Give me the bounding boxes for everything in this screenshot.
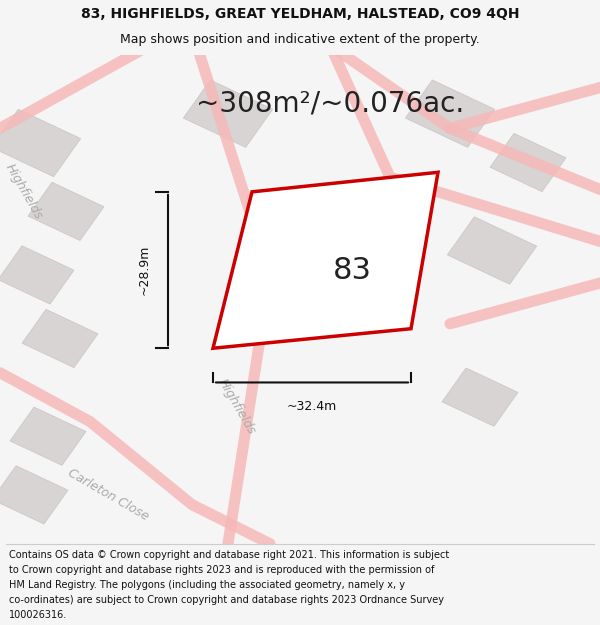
Text: co-ordinates) are subject to Crown copyright and database rights 2023 Ordnance S: co-ordinates) are subject to Crown copyr… [9, 596, 444, 606]
Polygon shape [22, 309, 98, 368]
Polygon shape [406, 80, 494, 148]
Polygon shape [28, 182, 104, 241]
Text: Map shows position and indicative extent of the property.: Map shows position and indicative extent… [120, 33, 480, 46]
Polygon shape [213, 173, 438, 348]
Polygon shape [0, 109, 80, 177]
Text: to Crown copyright and database rights 2023 and is reproduced with the permissio: to Crown copyright and database rights 2… [9, 565, 434, 575]
Text: ~308m²/~0.076ac.: ~308m²/~0.076ac. [196, 90, 464, 118]
Polygon shape [0, 246, 74, 304]
Text: 83: 83 [333, 256, 372, 284]
Text: Carleton Close: Carleton Close [65, 466, 151, 523]
Text: Highfields: Highfields [216, 377, 258, 437]
Polygon shape [448, 217, 536, 284]
Text: ~28.9m: ~28.9m [137, 245, 151, 295]
Text: 83, HIGHFIELDS, GREAT YELDHAM, HALSTEAD, CO9 4QH: 83, HIGHFIELDS, GREAT YELDHAM, HALSTEAD,… [81, 7, 519, 21]
Text: HM Land Registry. The polygons (including the associated geometry, namely x, y: HM Land Registry. The polygons (includin… [9, 580, 405, 590]
Text: 100026316.: 100026316. [9, 611, 67, 621]
Text: ~32.4m: ~32.4m [287, 401, 337, 413]
Polygon shape [10, 407, 86, 466]
Polygon shape [184, 80, 272, 148]
Text: Highfields: Highfields [3, 162, 45, 222]
Text: Contains OS data © Crown copyright and database right 2021. This information is : Contains OS data © Crown copyright and d… [9, 550, 449, 560]
Polygon shape [0, 466, 68, 524]
Polygon shape [442, 368, 518, 426]
Polygon shape [490, 133, 566, 192]
